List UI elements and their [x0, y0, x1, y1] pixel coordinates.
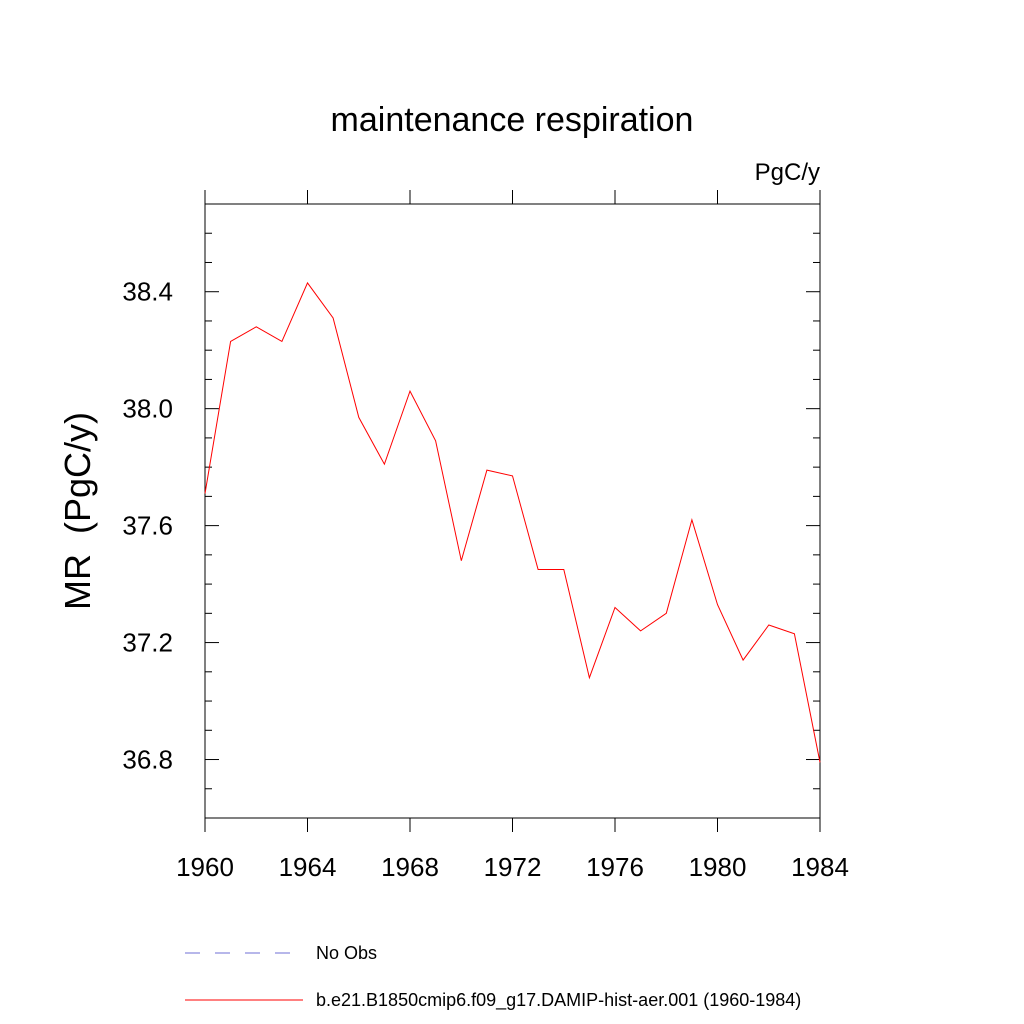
chart-title: maintenance respiration — [331, 101, 694, 139]
x-tick-label: 1960 — [176, 852, 234, 882]
x-tick-label: 1976 — [586, 852, 644, 882]
plot-frame — [204, 203, 821, 819]
legend: No Obs b.e21.B1850cmip6.f09_g17.DAMIP-hi… — [185, 943, 801, 1011]
y-tick-label: 37.6 — [122, 511, 173, 541]
x-tick-label: 1980 — [689, 852, 747, 882]
series-line — [204, 281, 821, 763]
x-tick-label: 1972 — [484, 852, 542, 882]
units-label: PgC/y — [755, 159, 820, 186]
legend-label-no-obs: No Obs — [316, 943, 377, 963]
x-tick-label: 1964 — [279, 852, 337, 882]
x-tick-label: 1984 — [791, 852, 849, 882]
y-tick-label: 38.4 — [122, 277, 173, 307]
x-tick-label: 1968 — [381, 852, 439, 882]
legend-label-model: b.e21.B1850cmip6.f09_g17.DAMIP-hist-aer.… — [316, 990, 801, 1011]
y-axis-label: MR (PgC/y) — [57, 412, 98, 610]
y-tick-label: 38.0 — [122, 394, 173, 424]
y-tick-label: 37.2 — [122, 628, 173, 658]
y-tick-label: 36.8 — [122, 745, 173, 775]
